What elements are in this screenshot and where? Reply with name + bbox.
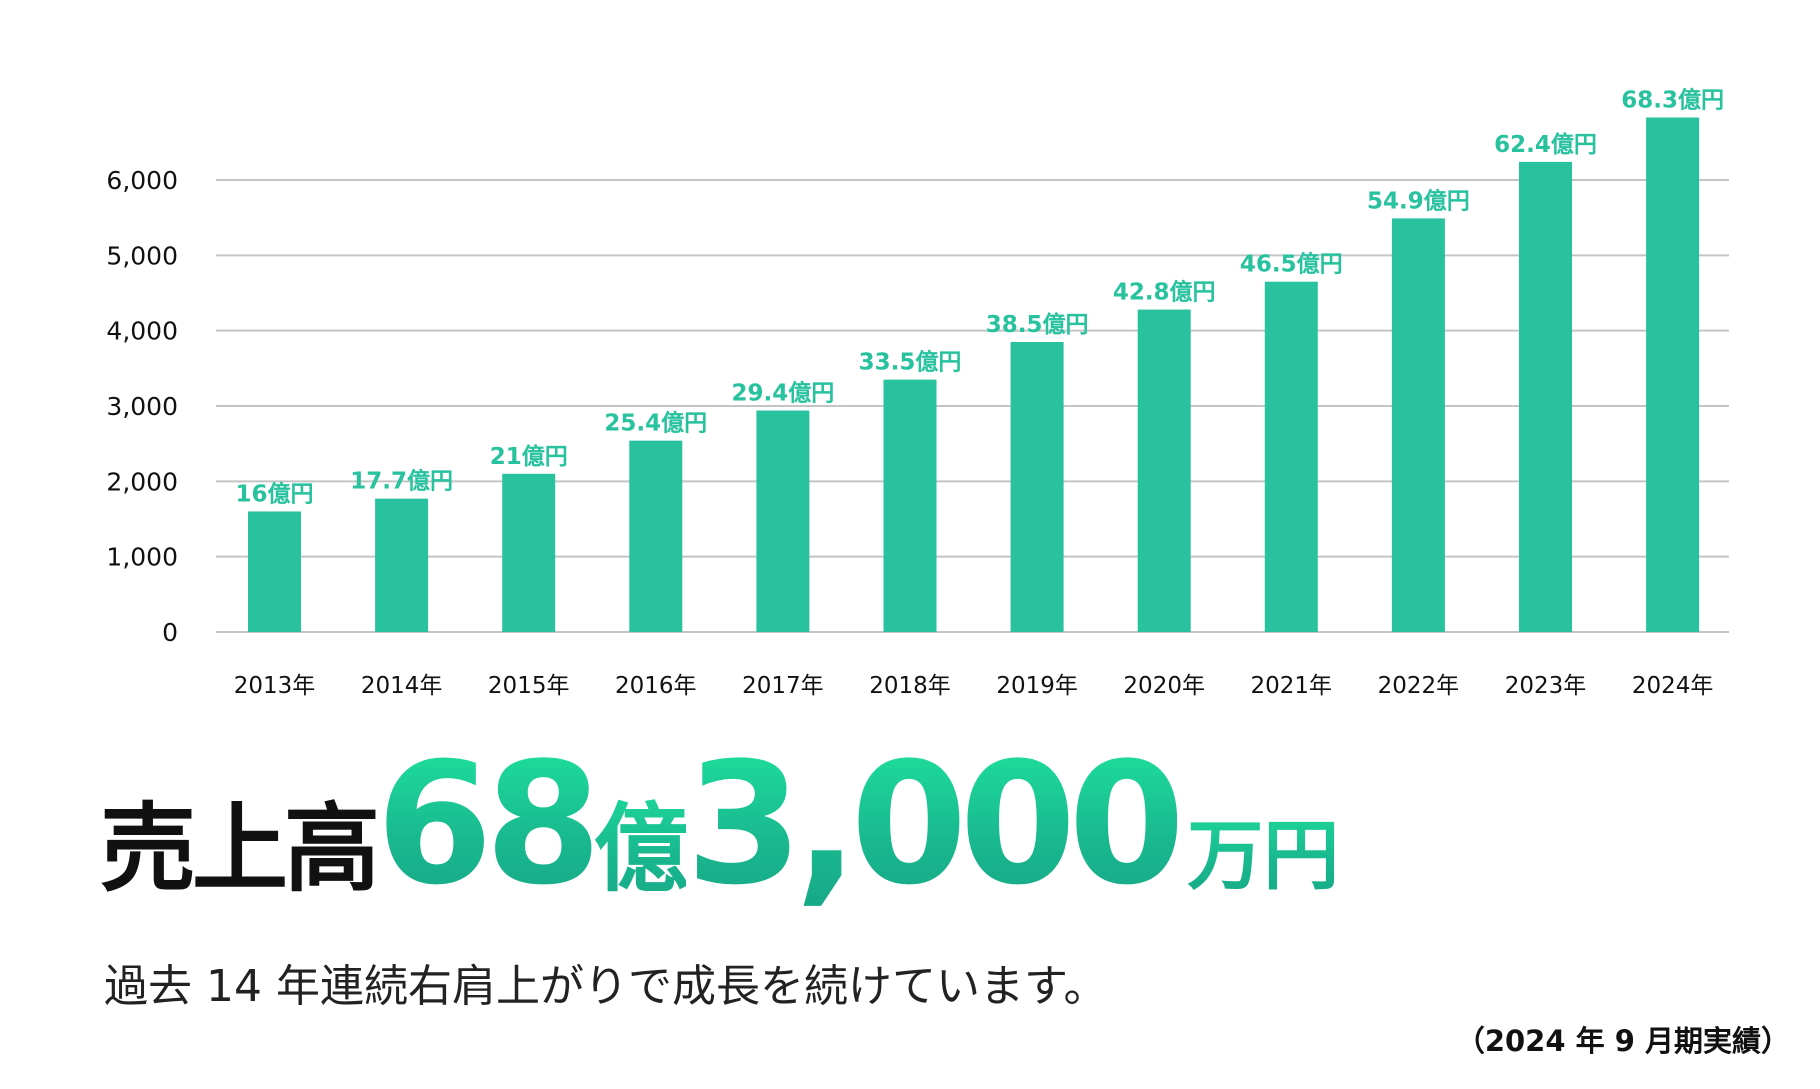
bar [1519, 161, 1572, 633]
x-tick-label: 2015年 [488, 673, 570, 699]
y-tick-label: 0 [162, 618, 178, 647]
bar [1137, 309, 1191, 632]
bar-data-label: 33.5億円 [859, 349, 962, 376]
bar-data-label: 38.5億円 [986, 311, 1089, 338]
y-tick-label: 6,000 [106, 166, 178, 195]
bar-data-label: 16億円 [235, 480, 313, 507]
headline: 売上高 68 億 3,000 万円 [100, 740, 1339, 910]
bar-data-label: 17.7億円 [350, 468, 453, 495]
headline-unit-oku: 億 [594, 771, 690, 910]
x-tick-label: 2018年 [869, 673, 951, 699]
bar [883, 379, 937, 632]
bar [375, 498, 429, 632]
headline-unit-manen: 万円 [1187, 794, 1339, 904]
y-tick-label: 5,000 [106, 241, 178, 270]
bar-data-label: 21億円 [490, 443, 568, 470]
bar [1391, 218, 1445, 633]
x-tick-label: 2017年 [742, 673, 824, 699]
bar-chart: 0 1,000 2,000 3,000 4,000 5,000 6,000 16億円 2013年… [106, 86, 1729, 699]
x-tick-label: 2020年 [1123, 673, 1205, 699]
bar-data-label: 54.9億円 [1367, 187, 1470, 214]
x-tick-label: 2014年 [361, 673, 443, 699]
headline-number-man: 3,000 [685, 726, 1185, 922]
bar-data-label: 29.4億円 [732, 380, 835, 407]
y-tick-label: 1,000 [106, 543, 178, 572]
x-tick-label: 2024年 [1632, 673, 1714, 699]
x-tick-label: 2022年 [1378, 673, 1460, 699]
x-tick-label: 2019年 [996, 673, 1078, 699]
bar-data-label: 25.4億円 [604, 410, 707, 437]
y-tick-label: 3,000 [106, 392, 178, 421]
y-tick-label: 2,000 [106, 467, 178, 496]
bar [1010, 341, 1064, 632]
bar-data-label: 62.4億円 [1494, 131, 1597, 158]
x-tick-label: 2021年 [1251, 673, 1333, 699]
bar [248, 511, 301, 632]
footnote: （2024 年 9 月期実績） [1455, 1024, 1790, 1058]
bar-data-label: 42.8億円 [1113, 279, 1216, 306]
bar [756, 410, 810, 632]
bar-data-label: 46.5億円 [1240, 251, 1343, 278]
bar-data-label: 68.3億円 [1621, 86, 1724, 113]
bar [1264, 281, 1318, 632]
bar [502, 473, 556, 632]
x-tick-label: 2023年 [1505, 673, 1587, 699]
headline-prefix: 売上高 [100, 793, 380, 905]
y-tick-label: 4,000 [106, 317, 178, 346]
subtitle: 過去 14 年連続右肩上がりで成長を続けています。 [104, 961, 1108, 1012]
x-tick-label: 2013年 [234, 673, 316, 699]
x-tick-label: 2016年 [615, 673, 697, 699]
bar [629, 440, 683, 632]
bar [1646, 117, 1700, 633]
headline-number-oku: 68 [376, 726, 602, 922]
